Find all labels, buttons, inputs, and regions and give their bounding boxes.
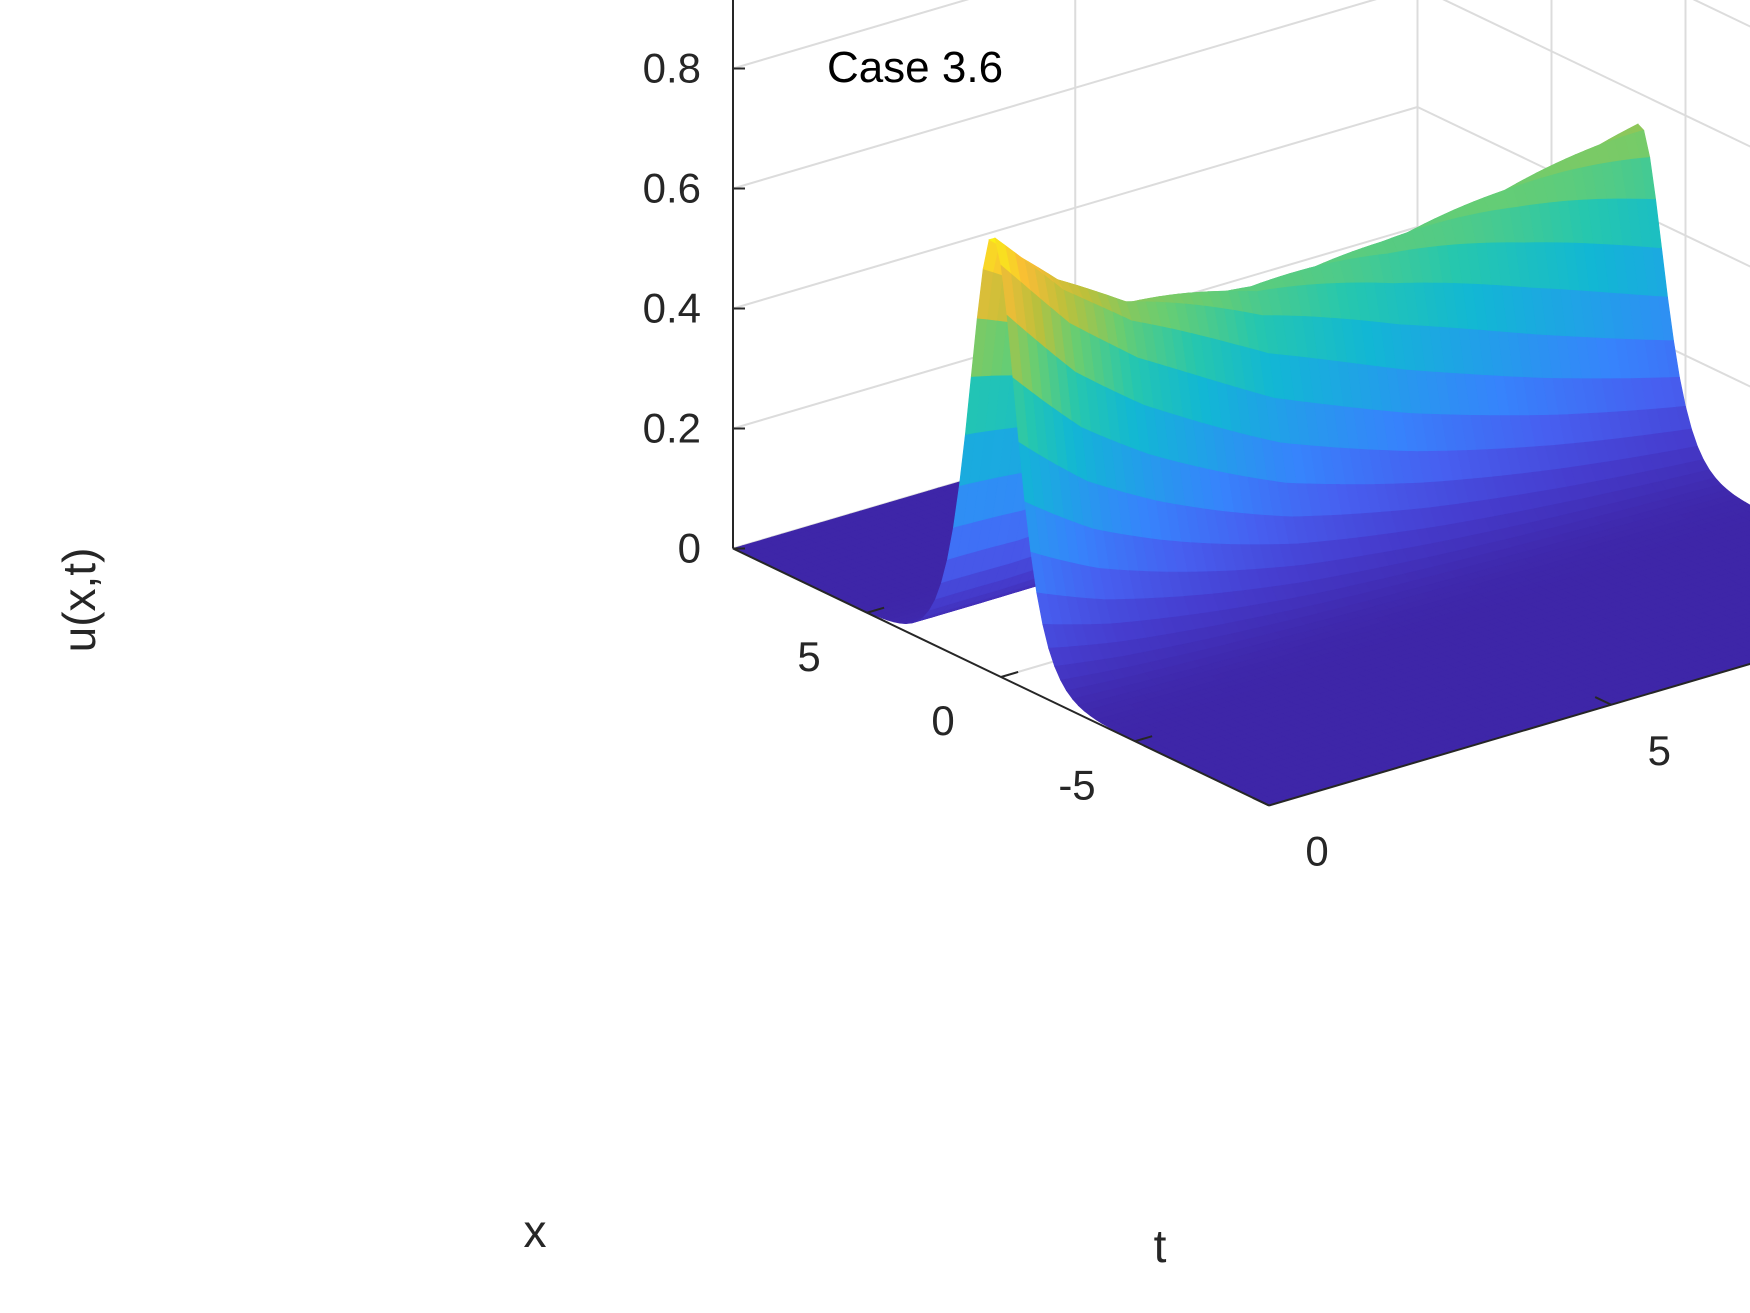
surface-layer (732, 123, 1750, 806)
grid-line (1692, 0, 1750, 28)
grid-line (732, 0, 970, 70)
